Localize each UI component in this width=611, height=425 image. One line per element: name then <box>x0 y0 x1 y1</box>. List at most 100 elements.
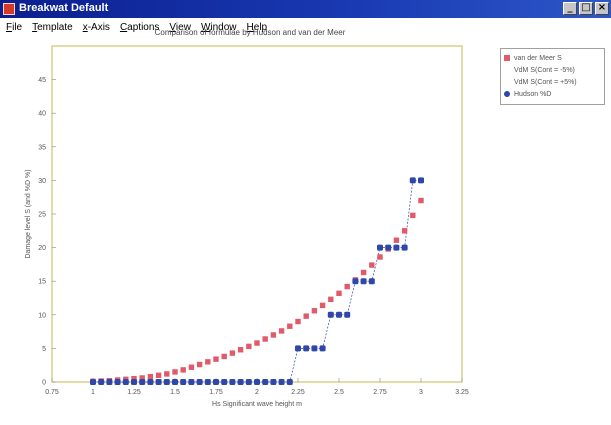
legend-label: van der Meer S <box>514 54 562 62</box>
menu-help[interactable]: Help <box>246 22 268 33</box>
menu-file[interactable]: File <box>6 22 23 33</box>
y-tick-label: 5 <box>42 346 46 353</box>
hudson-point <box>155 379 162 385</box>
x-tick-label: 3 <box>419 389 423 396</box>
hudson-point <box>147 379 154 385</box>
x-tick-label: 2.5 <box>334 389 344 396</box>
hudson-point <box>286 379 293 385</box>
hudson-point <box>344 311 351 318</box>
van-der-meer-point <box>188 364 195 370</box>
x-tick-label: 2.75 <box>373 389 387 396</box>
hudson-point <box>393 244 400 251</box>
hudson-point <box>262 379 269 385</box>
y-tick-label: 20 <box>38 245 46 252</box>
van-der-meer-point <box>164 371 170 377</box>
hudson-point <box>336 311 342 318</box>
x-tick-label: 0.75 <box>45 389 59 396</box>
hudson-point <box>311 345 318 352</box>
app-icon[interactable] <box>3 3 15 15</box>
hudson-point <box>213 379 219 385</box>
hudson-point <box>377 244 383 251</box>
legend-item-vdm-plus: VdM S(Cont = +5%) <box>504 76 601 88</box>
legend-item-vdm-minus: VdM S(Cont = -5%) <box>504 64 601 76</box>
van-der-meer-point <box>172 369 178 375</box>
van-der-meer-point <box>246 343 252 350</box>
legend-swatch-square <box>504 55 510 61</box>
window-title: Breakwat Default <box>19 2 109 14</box>
hudson-point <box>172 379 178 385</box>
van-der-meer-point <box>295 318 301 325</box>
van-der-meer-point <box>393 237 400 243</box>
van-der-meer-point <box>147 373 154 380</box>
legend-swatch-empty <box>504 79 510 85</box>
hudson-point <box>278 379 285 385</box>
hudson-point <box>385 244 392 251</box>
y-tick-label: 40 <box>38 111 46 118</box>
hudson-point <box>270 379 277 385</box>
hudson-point <box>229 379 236 385</box>
hudson-point <box>204 379 211 385</box>
x-tick-label: 2 <box>255 389 259 396</box>
hudson-point <box>131 379 137 385</box>
menu-captions[interactable]: Captions <box>119 22 160 33</box>
menu-window[interactable]: Window <box>200 22 237 33</box>
close-button[interactable]: × <box>595 2 609 15</box>
van-der-meer-point <box>270 332 277 338</box>
y-tick-label: 0 <box>42 380 46 387</box>
hudson-point <box>245 379 252 385</box>
hudson-point <box>90 379 96 385</box>
chart-canvas: 0 5 10 15 20 25 30 35 40 45 0.75 1 1.25 1.5 1.75 2 2.25… <box>25 45 469 408</box>
hudson-point <box>295 345 301 352</box>
van-der-meer-point <box>410 212 416 219</box>
menu-template[interactable]: Template <box>32 22 73 33</box>
legend-item-van-der-meer: van der Meer S <box>504 52 601 64</box>
x-tick-label: 3.25 <box>455 389 469 396</box>
van-der-meer-point <box>139 375 145 381</box>
van-der-meer-point <box>180 367 186 373</box>
hudson-point <box>409 177 416 184</box>
plot-frame <box>51 45 463 383</box>
van-der-meer-point <box>196 361 203 368</box>
plot-area-border <box>51 45 463 383</box>
van-der-meer-point <box>131 375 137 382</box>
menu-x-axis[interactable]: x-Axis <box>82 22 110 33</box>
x-tick-label: 1.25 <box>127 389 141 396</box>
minimize-button[interactable]: _ <box>563 2 577 15</box>
van-der-meer-point <box>254 340 260 346</box>
x-tick-label: 1.75 <box>209 389 223 396</box>
van-der-meer-point <box>344 283 350 290</box>
hudson-point <box>122 379 129 385</box>
y-tick-label: 25 <box>38 212 46 219</box>
x-axis-ticks: 0.75 1 1.25 1.5 1.75 2 2.25 2.5 2.75 3 3.25 <box>45 378 469 396</box>
hudson-point <box>352 278 359 285</box>
hudson-point <box>163 379 170 385</box>
hudson-point <box>418 177 424 184</box>
van-der-meer-point <box>369 262 375 268</box>
van-der-meer-point <box>336 290 342 296</box>
menu-view[interactable]: View <box>169 22 191 33</box>
van-der-meer-point <box>287 323 293 329</box>
hudson-point <box>188 379 195 385</box>
y-tick-label: 45 <box>38 77 46 84</box>
hudson-point <box>327 311 334 318</box>
van-der-meer-point <box>311 308 318 314</box>
van-der-meer-point <box>278 328 285 334</box>
y-tick-label: 15 <box>38 279 46 286</box>
x-tick-label: 2.25 <box>291 389 305 396</box>
legend-swatch-empty <box>504 67 510 73</box>
series-markers <box>90 177 424 385</box>
hudson-point <box>319 345 326 352</box>
hudson-point <box>303 345 310 352</box>
maximize-button[interactable]: □ <box>579 2 593 15</box>
y-axis-ticks: 0 5 10 15 20 25 30 35 40 45 <box>38 77 56 387</box>
hudson-point <box>98 379 105 385</box>
window-titlebar[interactable]: Breakwat Default _ □ × <box>0 0 611 18</box>
van-der-meer-point <box>213 356 219 362</box>
van-der-meer-point <box>401 228 408 234</box>
van-der-meer-point <box>303 313 309 319</box>
van-der-meer-point <box>377 254 383 260</box>
hudson-point <box>360 278 367 285</box>
van-der-meer-point <box>221 353 227 360</box>
hudson-point <box>106 379 113 385</box>
van-der-meer-point <box>319 302 326 309</box>
